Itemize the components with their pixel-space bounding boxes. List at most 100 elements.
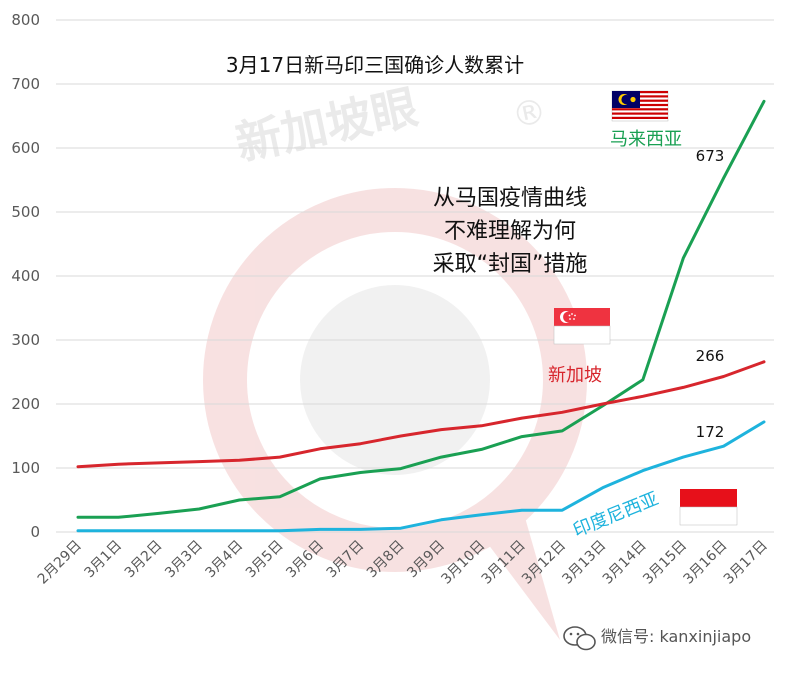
x-tick-label: 2月29日 (35, 538, 85, 588)
x-tick-label: 3月15日 (640, 538, 690, 588)
series-name-label: 马来西亚 (610, 129, 682, 150)
data-point (400, 467, 402, 470)
data-point (157, 462, 160, 464)
annotation-line-1: 从马国疫情曲线 (433, 186, 587, 211)
watermark-pin-tail (470, 500, 560, 640)
y-tick-label: 500 (11, 203, 40, 221)
data-point (601, 487, 604, 489)
wechat-footer: 微信号: kanxinjiapo (563, 626, 751, 651)
data-point (238, 499, 241, 501)
data-point (642, 395, 644, 398)
data-point (440, 456, 442, 458)
data-point (319, 528, 321, 531)
y-tick-label: 200 (11, 395, 40, 413)
y-tick-label: 100 (11, 459, 40, 477)
data-point (278, 456, 281, 458)
data-point (198, 508, 200, 510)
y-tick-label: 300 (11, 331, 40, 349)
data-point (319, 478, 321, 480)
data-point (561, 411, 564, 414)
data-point (157, 512, 160, 515)
data-point (480, 513, 483, 516)
singapore-flag (553, 308, 611, 345)
watermark-text: 新加坡眼 (231, 80, 422, 171)
data-point (198, 529, 200, 532)
y-tick-label: 0 (30, 523, 40, 541)
data-point (117, 463, 120, 465)
data-point (77, 516, 79, 519)
watermark-inner-circle (300, 285, 490, 475)
data-point (763, 421, 765, 423)
data-point (400, 435, 402, 437)
chart-title: 3月17日新马印三国确诊人数累计 (226, 53, 524, 77)
wechat-id: 微信号: kanxinjiapo (601, 627, 751, 646)
series-layer (76, 99, 766, 533)
x-tick-label: 3月17日 (721, 538, 771, 588)
data-point (359, 528, 362, 531)
data-point (359, 471, 362, 474)
data-point (642, 469, 644, 472)
x-tick-label: 3月14日 (600, 538, 650, 588)
data-point (722, 375, 725, 378)
watermark-mark: ® (509, 91, 551, 137)
annotation: 从马国疫情曲线 不难理解为何 采取“封国”措施 (433, 186, 588, 277)
x-tick-label: 3月4日 (203, 538, 247, 582)
data-point (319, 448, 321, 450)
end-value-label: 172 (696, 423, 725, 441)
data-point (722, 445, 725, 448)
data-point (278, 496, 281, 498)
data-point (521, 435, 523, 438)
data-point (601, 403, 604, 405)
end-value-label: 673 (696, 147, 725, 165)
data-point (561, 430, 564, 432)
x-tick-label: 3月3日 (162, 538, 206, 582)
data-point (521, 509, 523, 512)
x-tick-label: 3月2日 (122, 538, 166, 582)
data-point (117, 529, 120, 532)
data-point (722, 177, 725, 179)
data-point (400, 527, 402, 529)
data-point (440, 519, 442, 521)
series-line-1 (76, 360, 766, 469)
data-point (763, 100, 765, 103)
series-name-label: 印度尼西亚 (570, 488, 661, 541)
end-labels: 673 266 172 (696, 147, 725, 441)
y-tick-label: 700 (11, 75, 40, 93)
x-tick-label: 3月1日 (81, 538, 125, 582)
data-point (198, 460, 200, 463)
x-tick-label: 3月16日 (680, 538, 730, 588)
data-point (440, 428, 442, 431)
data-point (682, 257, 685, 259)
data-point (157, 529, 160, 532)
wechat-icon (563, 626, 596, 651)
data-point (480, 448, 483, 451)
data-point (642, 378, 644, 381)
data-point (480, 424, 483, 427)
data-point (359, 442, 362, 445)
data-point (117, 516, 120, 519)
indonesia-flag (679, 489, 738, 526)
data-point (561, 509, 564, 512)
data-point (763, 360, 765, 363)
data-point (238, 529, 241, 532)
data-point (682, 456, 685, 458)
series-name-label: 新加坡 (548, 365, 602, 386)
x-tick-label: 3月13日 (559, 538, 609, 588)
series-line-0 (76, 99, 766, 519)
data-point (77, 465, 79, 468)
y-tick-label: 600 (11, 139, 40, 157)
annotation-line-3: 采取“封国”措施 (433, 252, 588, 277)
y-axis-ticks: 0 100 200 300 400 500 600 700 800 (11, 11, 40, 541)
data-point (77, 529, 79, 532)
data-point (682, 386, 685, 389)
malaysia-flag (611, 90, 669, 122)
y-tick-label: 400 (11, 267, 40, 285)
end-value-label: 266 (696, 347, 725, 365)
annotation-line-2: 不难理解为何 (444, 219, 576, 244)
data-point (278, 529, 281, 532)
y-tick-label: 800 (11, 11, 40, 29)
data-point (521, 417, 523, 419)
x-tick-label: 3月5日 (243, 538, 287, 582)
